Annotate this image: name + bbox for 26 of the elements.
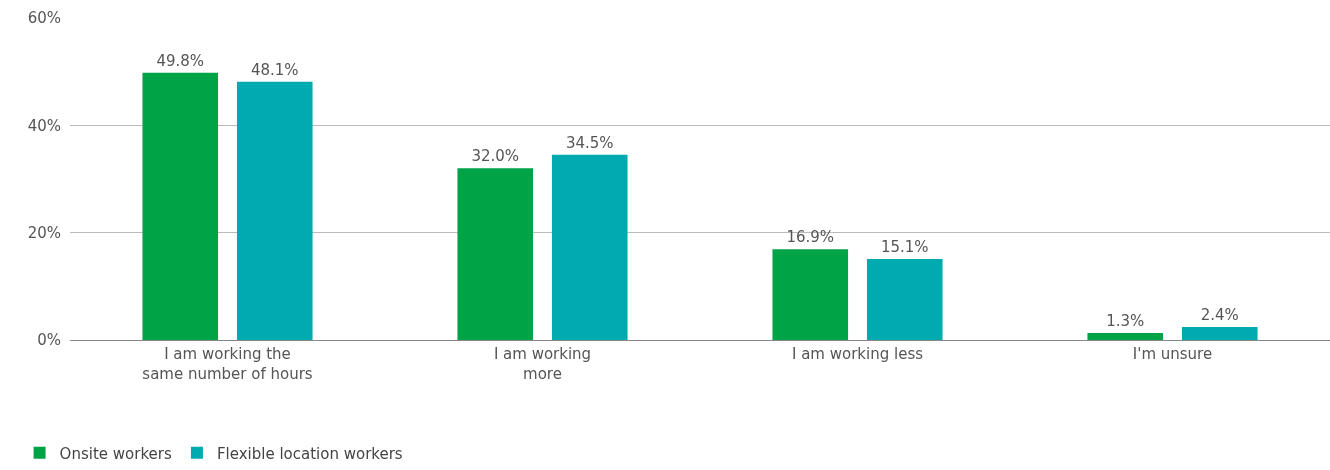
data-label: 34.5% [565, 133, 614, 152]
bar [551, 154, 628, 340]
bar [236, 81, 313, 340]
data-label: 2.4% [1200, 306, 1239, 325]
data-label: 1.3% [1106, 312, 1145, 331]
bar [1087, 333, 1164, 340]
bar [772, 249, 849, 340]
data-label: 32.0% [471, 147, 520, 166]
bar [1181, 327, 1258, 340]
x-tick-label: I am working the same number of hours [142, 345, 313, 383]
bar [457, 168, 534, 340]
y-tick-label: 0% [37, 331, 61, 350]
bar [142, 72, 219, 340]
data-label: 16.9% [786, 228, 835, 247]
x-tick-label: I'm unsure [1132, 345, 1213, 363]
bar [866, 258, 943, 340]
data-label: 49.8% [156, 51, 205, 70]
legend-label: Onsite workers [59, 444, 172, 463]
y-tick-label: 40% [27, 116, 61, 135]
x-tick-label: I am working less [791, 345, 924, 363]
legend-label: Flexible location workers [216, 444, 403, 463]
data-label: 15.1% [880, 237, 929, 256]
y-tick-label: 20% [27, 223, 61, 242]
x-tick-label: I am working more [493, 345, 592, 383]
y-tick-label: 60% [27, 9, 61, 28]
data-label: 48.1% [250, 60, 299, 79]
